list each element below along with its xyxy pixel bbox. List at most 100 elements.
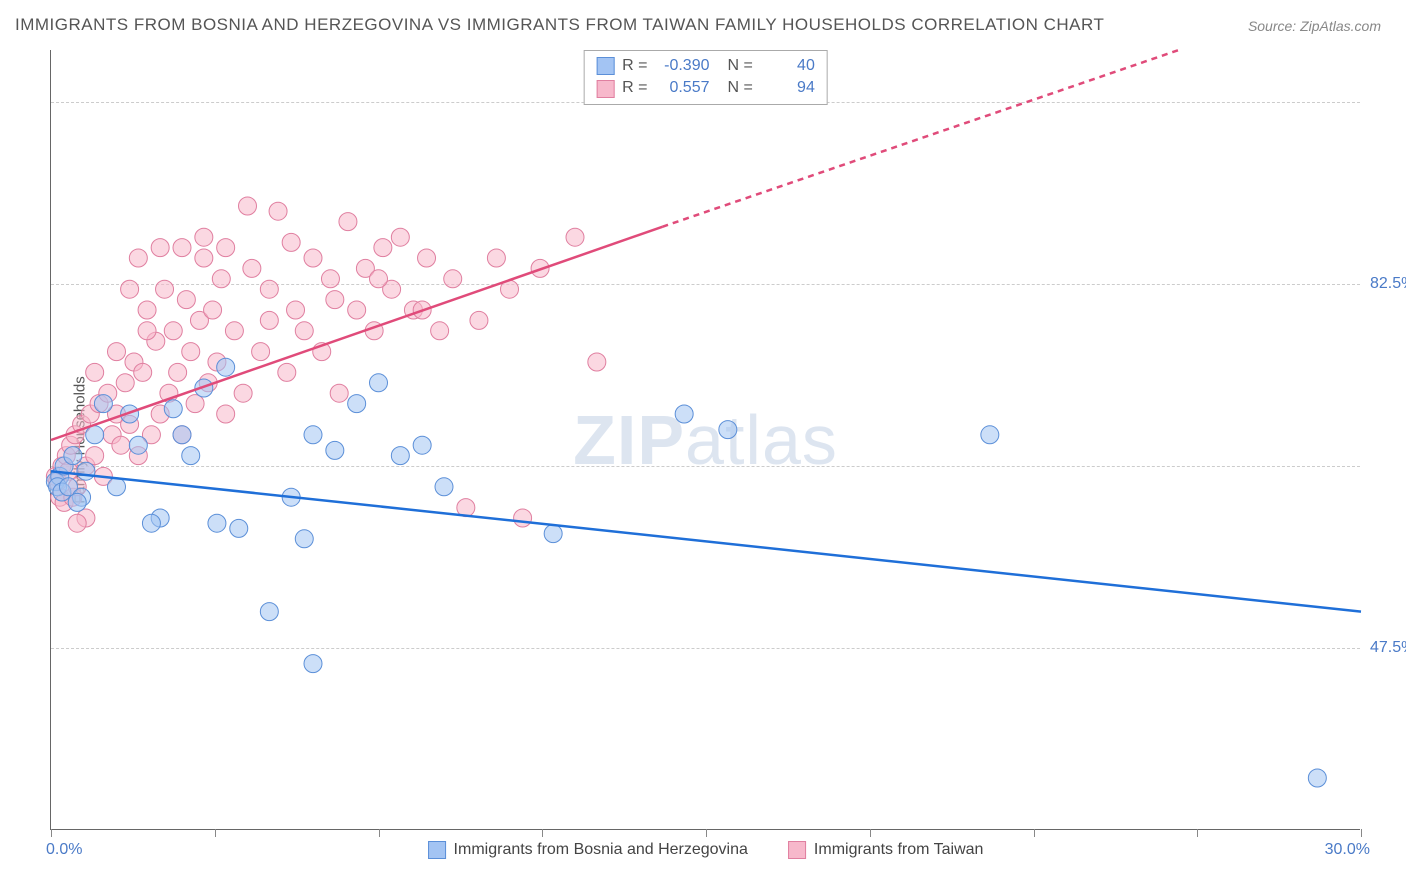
data-point bbox=[116, 374, 134, 392]
data-point bbox=[981, 426, 999, 444]
data-point bbox=[566, 228, 584, 246]
data-point bbox=[304, 655, 322, 673]
data-point bbox=[68, 493, 86, 511]
data-point bbox=[121, 280, 139, 298]
x-tick bbox=[542, 829, 543, 837]
stats-row-taiwan: R = 0.557 N = 94 bbox=[596, 77, 815, 99]
data-point bbox=[217, 405, 235, 423]
data-point bbox=[348, 395, 366, 413]
r-value-bosnia: -0.390 bbox=[656, 55, 710, 77]
data-point bbox=[1308, 769, 1326, 787]
chart-title: IMMIGRANTS FROM BOSNIA AND HERZEGOVINA V… bbox=[15, 15, 1104, 35]
x-tick bbox=[870, 829, 871, 837]
data-point bbox=[94, 395, 112, 413]
data-point bbox=[151, 239, 169, 257]
data-point bbox=[304, 249, 322, 267]
stats-legend-box: R = -0.390 N = 40 R = 0.557 N = 94 bbox=[583, 50, 828, 105]
data-point bbox=[129, 436, 147, 454]
data-point bbox=[321, 270, 339, 288]
bottom-legend: Immigrants from Bosnia and Herzegovina I… bbox=[428, 841, 984, 859]
data-point bbox=[675, 405, 693, 423]
data-point bbox=[217, 239, 235, 257]
data-point bbox=[164, 400, 182, 418]
data-point bbox=[195, 249, 213, 267]
data-point bbox=[370, 270, 388, 288]
data-point bbox=[326, 441, 344, 459]
x-tick-label-min: 0.0% bbox=[46, 841, 82, 859]
data-point bbox=[186, 395, 204, 413]
data-point bbox=[108, 343, 126, 361]
legend-label-taiwan: Immigrants from Taiwan bbox=[814, 841, 984, 859]
data-point bbox=[173, 426, 191, 444]
data-point bbox=[86, 363, 104, 381]
data-point bbox=[68, 514, 86, 532]
y-tick-label: 47.5% bbox=[1370, 639, 1406, 657]
data-point bbox=[470, 311, 488, 329]
x-tick bbox=[379, 829, 380, 837]
data-point bbox=[304, 426, 322, 444]
n-value-bosnia: 40 bbox=[761, 55, 815, 77]
data-point bbox=[413, 436, 431, 454]
data-point bbox=[431, 322, 449, 340]
data-point bbox=[269, 202, 287, 220]
data-point bbox=[230, 519, 248, 537]
r-label: R = bbox=[622, 55, 647, 77]
data-point bbox=[282, 233, 300, 251]
n-label: N = bbox=[728, 77, 753, 99]
data-point bbox=[435, 478, 453, 496]
x-tick bbox=[215, 829, 216, 837]
data-point bbox=[260, 280, 278, 298]
swatch-bosnia bbox=[596, 57, 614, 75]
data-point bbox=[588, 353, 606, 371]
data-point bbox=[129, 249, 147, 267]
data-point bbox=[208, 514, 226, 532]
data-point bbox=[260, 603, 278, 621]
data-point bbox=[134, 363, 152, 381]
data-point bbox=[195, 228, 213, 246]
data-point bbox=[374, 239, 392, 257]
data-point bbox=[225, 322, 243, 340]
y-tick-label: 82.5% bbox=[1370, 275, 1406, 293]
x-tick bbox=[51, 829, 52, 837]
data-point bbox=[156, 280, 174, 298]
data-point bbox=[169, 363, 187, 381]
data-point bbox=[239, 197, 257, 215]
data-point bbox=[243, 259, 261, 277]
data-point bbox=[444, 270, 462, 288]
data-point bbox=[544, 525, 562, 543]
data-point bbox=[64, 447, 82, 465]
data-point bbox=[86, 447, 104, 465]
data-point bbox=[514, 509, 532, 527]
data-point bbox=[173, 239, 191, 257]
x-tick bbox=[1034, 829, 1035, 837]
data-point bbox=[278, 363, 296, 381]
data-point bbox=[142, 514, 160, 532]
data-point bbox=[182, 447, 200, 465]
data-point bbox=[204, 301, 222, 319]
x-tick bbox=[1361, 829, 1362, 837]
data-point bbox=[719, 421, 737, 439]
legend-item-taiwan: Immigrants from Taiwan bbox=[788, 841, 984, 859]
data-point bbox=[260, 311, 278, 329]
legend-label-bosnia: Immigrants from Bosnia and Herzegovina bbox=[454, 841, 748, 859]
data-point bbox=[112, 436, 130, 454]
trend-line bbox=[51, 471, 1361, 611]
data-point bbox=[86, 426, 104, 444]
swatch-taiwan bbox=[788, 841, 806, 859]
legend-item-bosnia: Immigrants from Bosnia and Herzegovina bbox=[428, 841, 748, 859]
data-point bbox=[182, 343, 200, 361]
swatch-taiwan bbox=[596, 80, 614, 98]
n-label: N = bbox=[728, 55, 753, 77]
data-point bbox=[391, 228, 409, 246]
data-point bbox=[138, 301, 156, 319]
data-point bbox=[108, 478, 126, 496]
data-point bbox=[370, 374, 388, 392]
data-point bbox=[287, 301, 305, 319]
data-point bbox=[177, 291, 195, 309]
data-point bbox=[330, 384, 348, 402]
swatch-bosnia bbox=[428, 841, 446, 859]
scatter-plot-svg bbox=[51, 50, 1360, 829]
r-label: R = bbox=[622, 77, 647, 99]
data-point bbox=[391, 447, 409, 465]
r-value-taiwan: 0.557 bbox=[656, 77, 710, 99]
